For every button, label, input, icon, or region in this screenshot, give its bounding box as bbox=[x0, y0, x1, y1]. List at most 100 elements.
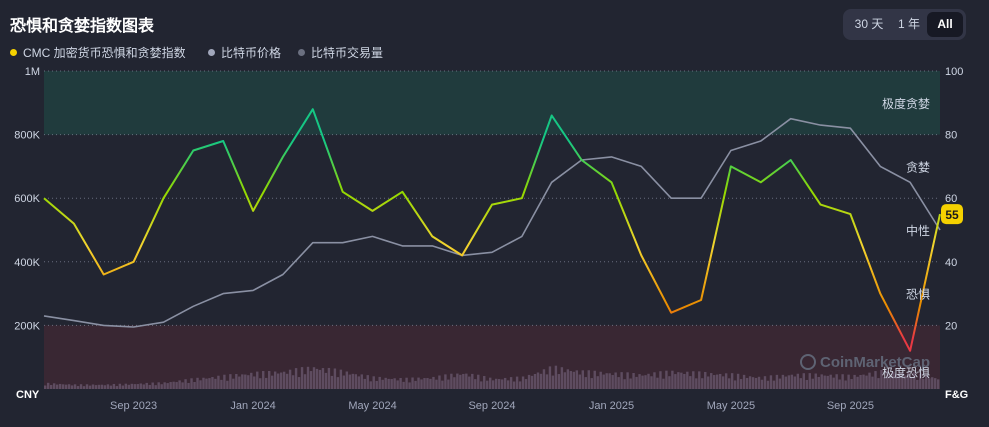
volume-bar bbox=[82, 386, 86, 389]
volume-bar bbox=[721, 376, 725, 389]
volume-bar bbox=[49, 384, 53, 389]
volume-bar bbox=[587, 370, 590, 389]
volume-bar bbox=[656, 377, 659, 389]
volume-bar bbox=[811, 378, 814, 389]
volume-bar bbox=[901, 372, 904, 389]
range-30d-button[interactable]: 30 天 bbox=[854, 17, 884, 31]
x-tick-label: Sep 2025 bbox=[827, 400, 874, 412]
volume-bar bbox=[136, 384, 139, 389]
volume-bar bbox=[130, 383, 133, 389]
volume-bar bbox=[668, 376, 671, 389]
volume-bar bbox=[497, 379, 501, 389]
volume-bar bbox=[808, 373, 811, 389]
volume-bar bbox=[402, 381, 405, 389]
volume-bar bbox=[321, 368, 325, 389]
volume-bar bbox=[524, 379, 528, 389]
volume-bar bbox=[339, 369, 343, 389]
volume-bar bbox=[250, 372, 253, 389]
legend-fng[interactable]: CMC 加密货币恐惧和贪婪指数 bbox=[10, 44, 186, 61]
volume-bar bbox=[139, 383, 142, 389]
volume-bar bbox=[644, 375, 647, 389]
volume-bar bbox=[856, 376, 859, 389]
volume-bar bbox=[181, 382, 184, 389]
right-tick-label: 100 bbox=[945, 66, 963, 78]
volume-bar bbox=[244, 374, 247, 389]
volume-bar bbox=[919, 373, 922, 389]
left-tick-label: 800K bbox=[14, 130, 40, 142]
volume-bar bbox=[793, 376, 797, 389]
volume-bar bbox=[680, 372, 683, 389]
volume-bar bbox=[716, 374, 719, 389]
volume-bar bbox=[297, 377, 301, 389]
legend-volume-label: 比特币交易量 bbox=[311, 46, 384, 60]
volume-bar bbox=[312, 367, 316, 389]
volume-bar bbox=[754, 377, 758, 389]
volume-bar bbox=[46, 382, 50, 389]
volume-bar bbox=[629, 378, 632, 389]
volume-bar bbox=[778, 378, 782, 389]
volume-bar bbox=[665, 370, 668, 389]
volume-bar bbox=[61, 384, 65, 389]
volume-bar bbox=[931, 377, 934, 389]
legend-volume[interactable]: 比特币交易量 bbox=[298, 44, 383, 61]
volume-bar bbox=[533, 374, 537, 389]
volume-bar bbox=[459, 374, 462, 389]
volume-bar bbox=[480, 381, 483, 389]
volume-bar bbox=[345, 371, 349, 389]
volume-bar bbox=[285, 373, 289, 389]
volume-bar bbox=[342, 375, 346, 389]
volume-bar bbox=[220, 379, 223, 389]
volume-bar bbox=[303, 374, 307, 389]
volume-bar bbox=[324, 372, 328, 389]
volume-bar bbox=[235, 374, 238, 389]
volume-bar bbox=[554, 365, 558, 389]
volume-bar bbox=[456, 373, 459, 389]
volume-bar bbox=[103, 385, 107, 389]
legend-price-dot-icon bbox=[208, 49, 215, 56]
volume-bar bbox=[599, 371, 602, 389]
volume-bar bbox=[417, 377, 420, 389]
volume-bar bbox=[659, 371, 662, 389]
volume-bar bbox=[441, 380, 444, 389]
volume-bar bbox=[662, 378, 665, 389]
volume-bar bbox=[751, 377, 755, 389]
volume-bar bbox=[677, 372, 680, 389]
volume-bar bbox=[109, 385, 113, 389]
volume-bar bbox=[674, 374, 677, 389]
volume-bar bbox=[211, 377, 214, 389]
volume-bar bbox=[85, 384, 89, 389]
volume-bar bbox=[142, 384, 145, 389]
volume-bar bbox=[396, 380, 399, 389]
volume-bar bbox=[492, 380, 495, 389]
volume-bar bbox=[348, 374, 352, 389]
volume-bar bbox=[363, 378, 366, 389]
volume-bar bbox=[366, 375, 369, 389]
volume-bar bbox=[354, 374, 357, 389]
volume-bar bbox=[79, 384, 83, 389]
volume-bar bbox=[620, 372, 623, 389]
range-all-button[interactable]: All bbox=[927, 12, 963, 37]
volume-bar bbox=[121, 385, 125, 389]
volume-bar bbox=[718, 373, 722, 389]
volume-bar bbox=[859, 374, 862, 389]
volume-bar bbox=[426, 378, 429, 389]
range-1y-button[interactable]: 1 年 bbox=[897, 17, 920, 31]
volume-bar bbox=[259, 378, 262, 389]
volume-bar bbox=[913, 372, 916, 389]
volume-bar bbox=[883, 377, 886, 389]
legend-price[interactable]: 比特币价格 bbox=[208, 44, 281, 61]
volume-bar bbox=[133, 384, 136, 389]
volume-bar bbox=[739, 379, 743, 389]
volume-bar bbox=[581, 370, 584, 389]
volume-bar bbox=[357, 376, 360, 389]
volume-bar bbox=[327, 367, 331, 389]
volume-bar bbox=[444, 374, 447, 389]
volume-bar bbox=[178, 380, 181, 389]
volume-bar bbox=[575, 370, 579, 389]
volume-bar bbox=[545, 374, 549, 389]
volume-bar bbox=[414, 380, 417, 389]
volume-bar bbox=[432, 376, 435, 389]
price-line bbox=[43, 117, 941, 328]
volume-bar bbox=[268, 371, 271, 389]
volume-bar bbox=[910, 377, 913, 389]
